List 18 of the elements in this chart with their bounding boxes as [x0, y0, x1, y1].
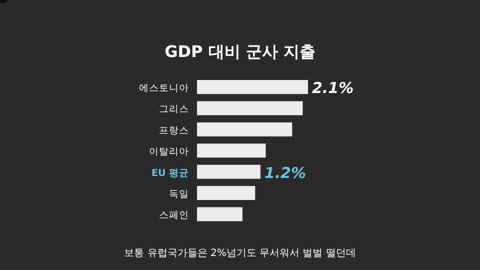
text: 보통 유럽국가들은 2%넘기도 무서워서 벌벌 떨던데	[124, 248, 356, 259]
y-tick-label: 독일	[169, 189, 189, 200]
bar	[197, 144, 266, 158]
data-label: 1.2%	[264, 164, 306, 182]
data-label: 2.1%	[312, 79, 354, 97]
bar	[197, 101, 303, 116]
y-tick-label: 스페인	[159, 210, 189, 222]
chart-title: GDP 대비 군사 지출	[164, 42, 316, 61]
bar	[197, 207, 242, 222]
y-tick-label: 그리스	[159, 104, 189, 116]
bar	[197, 80, 308, 94]
y-tick-label: 프랑스	[159, 125, 189, 136]
bar	[197, 122, 292, 136]
y-tick-label: EU 평균	[151, 168, 189, 179]
y-tick-label: 에스토니아	[139, 83, 189, 94]
bar	[197, 164, 260, 179]
bar	[197, 186, 256, 200]
y-tick-label: 이탈리아	[149, 146, 189, 158]
